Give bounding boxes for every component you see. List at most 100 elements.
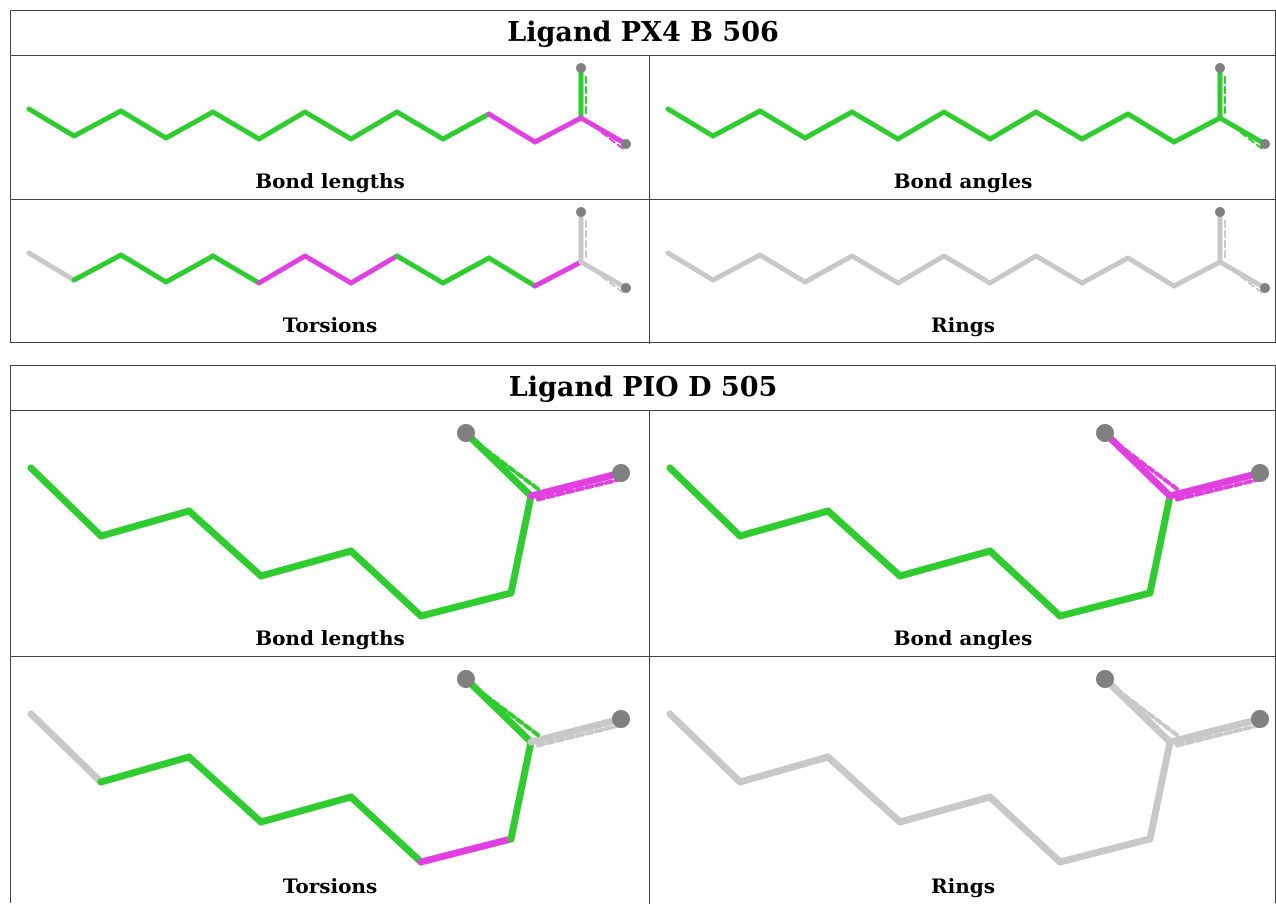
bond — [118, 252, 169, 285]
bond-dashed — [585, 119, 625, 150]
cell-torsions: Torsions — [11, 657, 649, 904]
panel-title: Ligand PIO D 505 — [11, 366, 1275, 411]
bond — [896, 547, 994, 580]
bond — [736, 507, 832, 540]
bond — [185, 753, 265, 826]
cell-label: Rings — [930, 313, 995, 337]
bond-branch — [1166, 715, 1264, 746]
bond — [394, 109, 446, 142]
cell-torsions: Torsions — [11, 200, 649, 343]
bond — [802, 109, 855, 141]
oxygen-atom — [621, 139, 631, 149]
bond — [1125, 111, 1177, 145]
bond — [486, 111, 538, 145]
bond-dashed — [1175, 724, 1259, 748]
bond — [710, 108, 763, 139]
bond — [1079, 255, 1131, 286]
oxygen-atom — [1251, 464, 1269, 482]
bond — [97, 507, 193, 540]
bond — [486, 255, 538, 289]
bond — [849, 109, 901, 142]
bond — [824, 507, 904, 580]
bond — [417, 835, 515, 866]
bond-dashed — [1175, 478, 1259, 502]
cell-label: Torsions — [282, 874, 378, 898]
bond — [1125, 255, 1177, 289]
bond-branch — [527, 715, 625, 746]
bond — [71, 108, 124, 139]
bond — [347, 793, 425, 866]
bond-dashed — [471, 684, 540, 737]
bond — [665, 106, 716, 139]
bond — [532, 259, 584, 289]
bond — [896, 793, 994, 826]
bond — [348, 253, 400, 286]
bond — [1033, 109, 1085, 142]
bond — [26, 106, 77, 139]
panel-title: Ligand PX4 B 506 — [11, 11, 1275, 56]
cell-rings: Rings — [650, 657, 1276, 904]
bond — [417, 589, 515, 620]
oxygen-atom — [1215, 207, 1225, 217]
bond — [986, 793, 1064, 866]
bond — [895, 253, 947, 286]
bond — [757, 252, 808, 285]
bond — [1079, 111, 1131, 142]
bond — [1056, 835, 1154, 866]
bond — [97, 753, 193, 786]
cell-bond-angles: Bond angles — [650, 411, 1276, 656]
bond — [1033, 253, 1085, 286]
bond-dashed — [1110, 684, 1179, 737]
oxygen-atom — [576, 63, 586, 73]
ligand-panel-pio: Ligand PIO D 505 Bond lengths Bond angle… — [10, 365, 1276, 904]
oxygen-atom — [1260, 283, 1270, 293]
bond — [440, 255, 492, 286]
bond — [987, 109, 1039, 142]
cell-label: Bond lengths — [255, 626, 405, 650]
oxygen-atom — [576, 207, 586, 217]
bond-dashed — [1224, 263, 1264, 294]
bond — [736, 753, 832, 786]
bond — [941, 109, 993, 142]
bond — [507, 492, 535, 597]
bond — [757, 108, 808, 141]
bond — [507, 738, 535, 843]
bond — [185, 507, 265, 580]
bond — [1171, 259, 1223, 289]
bond — [824, 753, 904, 826]
bond — [802, 253, 855, 285]
bond — [1171, 115, 1223, 145]
bond — [163, 109, 216, 141]
cell-label: Rings — [930, 874, 995, 898]
bond — [302, 253, 354, 286]
bond-dashed — [1224, 119, 1264, 150]
bond-dashed — [536, 724, 620, 748]
bond — [849, 253, 901, 286]
bond-dashed — [585, 263, 625, 294]
bond — [394, 253, 446, 286]
oxygen-atom — [1251, 710, 1269, 728]
bond — [666, 464, 744, 540]
oxygen-atom — [1260, 139, 1270, 149]
bond-branch — [1166, 469, 1264, 500]
bond — [666, 710, 744, 786]
bond — [941, 253, 993, 286]
oxygen-atom — [621, 283, 631, 293]
cell-label: Bond angles — [893, 169, 1033, 193]
bond — [895, 109, 947, 142]
bond — [118, 108, 169, 141]
bond — [256, 109, 308, 142]
bond — [987, 253, 1039, 286]
bond — [347, 547, 425, 620]
oxygen-atom — [1096, 670, 1114, 688]
oxygen-atom — [457, 424, 475, 442]
bond — [1146, 492, 1174, 597]
bond — [532, 115, 584, 145]
bond — [986, 547, 1064, 620]
bond — [210, 109, 262, 142]
cell-label: Bond angles — [893, 626, 1033, 650]
bond-branch — [527, 469, 625, 500]
oxygen-atom — [612, 710, 630, 728]
cell-bond-lengths: Bond lengths — [11, 411, 649, 656]
bond — [710, 252, 763, 283]
